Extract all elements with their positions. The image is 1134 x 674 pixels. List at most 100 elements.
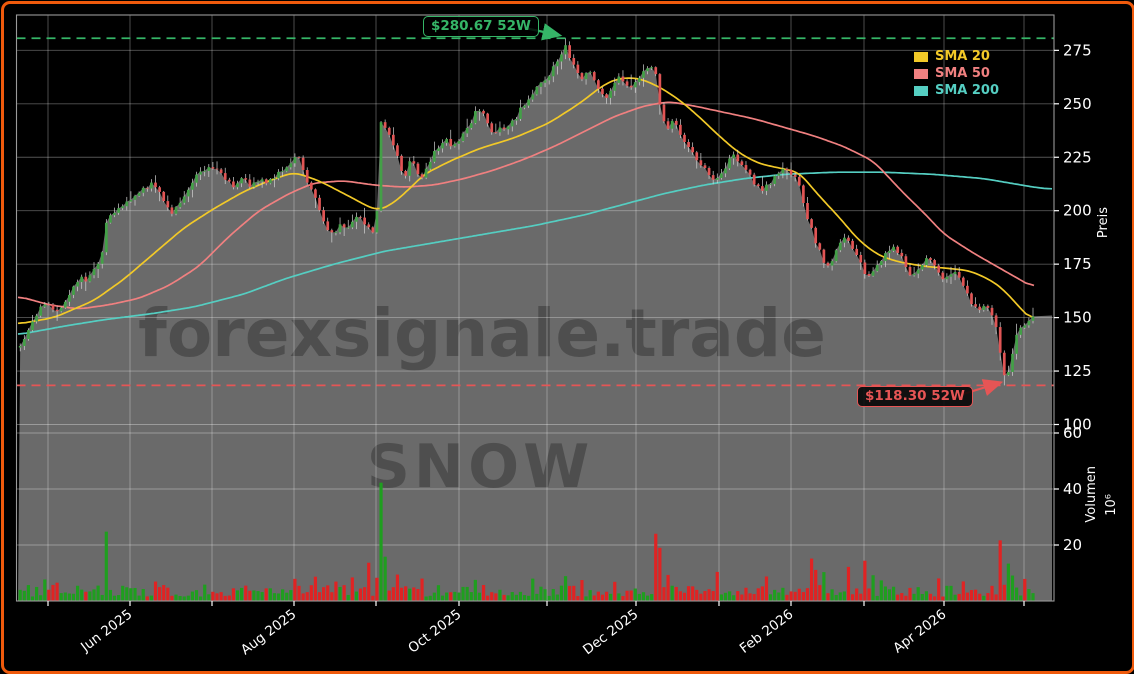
candle-body	[744, 165, 748, 170]
candle-body	[576, 64, 580, 74]
candle-body	[502, 127, 506, 130]
volume-bar	[371, 595, 375, 601]
candle-body	[22, 339, 26, 347]
volume-bar	[916, 587, 920, 601]
candle-body	[597, 80, 600, 89]
volume-bar	[453, 591, 457, 601]
volume-bar	[104, 531, 108, 601]
x-tick-label: Apr 2026	[890, 606, 949, 656]
candle-body	[96, 263, 100, 270]
candle-body	[703, 165, 707, 169]
candle-body	[498, 127, 502, 133]
volume-bar	[420, 578, 424, 601]
candle-body	[18, 346, 22, 348]
candle-body	[113, 212, 116, 216]
candle-body	[404, 171, 407, 176]
candle-body	[248, 179, 252, 187]
volume-bar	[941, 596, 945, 601]
candle-body	[888, 250, 891, 254]
volume-bar	[838, 592, 842, 601]
volume-bar	[982, 595, 986, 601]
volume-bar	[326, 585, 330, 601]
volume-bar	[740, 594, 744, 601]
volume-bar	[358, 588, 363, 601]
candle-body	[806, 202, 809, 220]
volume-bar	[617, 593, 621, 601]
volume-bar	[469, 592, 473, 601]
volume-bar	[879, 580, 883, 601]
volume-bar	[149, 595, 154, 601]
volume-bar	[867, 588, 871, 601]
volume-bar	[572, 585, 576, 601]
volume-bar	[285, 592, 289, 601]
volume-bar	[965, 592, 969, 601]
volume-bar	[580, 580, 584, 601]
candle-body	[309, 182, 313, 190]
candle-body	[510, 120, 514, 127]
candle-body	[527, 99, 531, 106]
candle-body	[330, 230, 334, 233]
candle-body	[141, 187, 145, 193]
volume-bar	[108, 589, 113, 601]
candle-body	[428, 161, 432, 169]
candle-body	[646, 68, 649, 72]
volume-bar	[986, 593, 990, 601]
volume-bar	[744, 587, 748, 601]
candle-body	[609, 90, 613, 98]
volume-bar	[563, 576, 568, 601]
candle-body	[396, 145, 399, 156]
volume-bar	[408, 588, 412, 601]
tick-label: 275	[1063, 41, 1092, 59]
candle-body	[978, 306, 982, 310]
candle-body	[379, 122, 383, 211]
volume-bar	[518, 591, 523, 601]
candle-body	[55, 309, 59, 312]
volume-axis-title: Volumen	[1084, 466, 1099, 523]
candle-body	[720, 173, 723, 179]
candle-body	[469, 123, 473, 128]
candle-body	[925, 258, 928, 265]
candle-body	[506, 126, 510, 130]
volume-bar	[174, 594, 178, 601]
volume-bar	[809, 558, 814, 601]
candle-body	[453, 143, 457, 147]
volume-bar	[1014, 587, 1019, 601]
volume-bar	[334, 581, 338, 601]
volume-bar	[84, 591, 88, 601]
candle-body	[961, 277, 965, 286]
volume-bar	[153, 581, 158, 601]
sma-line	[17, 171, 1053, 335]
volume-bar	[1027, 589, 1031, 601]
candle-body	[68, 294, 71, 302]
candle-body	[51, 304, 55, 310]
volume-bar	[937, 578, 941, 601]
volume-bar	[908, 587, 912, 601]
candle-body	[129, 199, 133, 202]
candle-body	[178, 202, 182, 208]
candle-body	[1007, 371, 1010, 376]
candle-body	[121, 206, 125, 209]
volume-bar	[822, 572, 826, 601]
volume-bar	[281, 589, 285, 601]
volume-bar	[514, 594, 518, 601]
candle-body	[285, 167, 289, 172]
volume-bar	[18, 589, 22, 601]
plot-border	[15, 14, 1055, 602]
candle-body	[916, 269, 920, 274]
candle-body	[416, 163, 420, 175]
volume-bar	[199, 596, 203, 601]
candle-body	[84, 276, 88, 282]
volume-bar	[777, 592, 781, 601]
candle-body	[871, 271, 875, 276]
candle-body	[301, 157, 305, 171]
candle-body	[732, 154, 736, 159]
candle-body	[289, 163, 293, 168]
candle-body	[531, 94, 535, 100]
volume-bar	[945, 585, 949, 601]
volume-bar	[900, 593, 904, 601]
candle-body	[199, 171, 202, 175]
candle-body	[47, 304, 51, 306]
volume-bar	[424, 596, 428, 601]
tick-label: 150	[1063, 309, 1092, 327]
